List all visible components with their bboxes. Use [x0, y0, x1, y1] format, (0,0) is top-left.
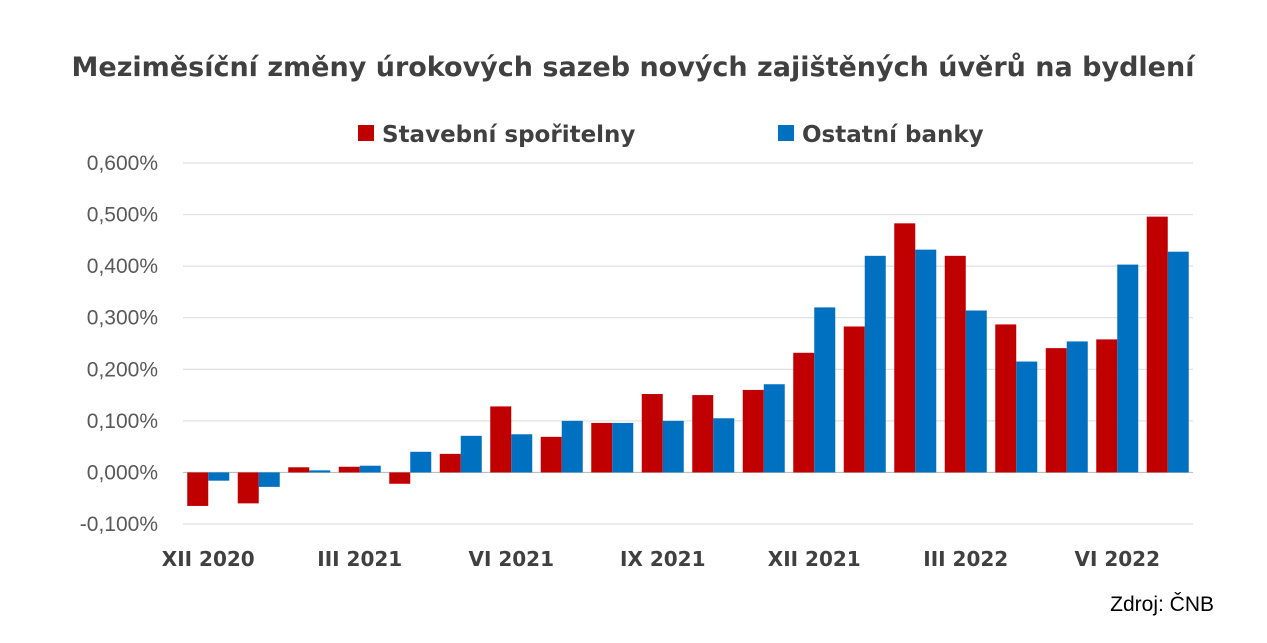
bar-ostatni-banky-12	[814, 307, 836, 473]
chart-title: Meziměsíční změny úrokových sazeb nových…	[72, 52, 1197, 83]
bar-stavebni-sporitelny-4	[389, 472, 411, 484]
x-axis: XII 2020 III 2021 VI 2021 IX 2021 XII 2021 II…	[162, 547, 1160, 571]
bar-ostatni-banky-10	[713, 418, 735, 473]
bar-ostatni-banky-11	[763, 384, 785, 473]
bar-stavebni-sporitelny-13	[843, 326, 865, 473]
y-tick-label: 0,100%	[87, 410, 158, 433]
bar-stavebni-sporitelny-18	[1096, 339, 1118, 473]
legend: Stavební spořitelny Ostatní banky	[358, 122, 984, 148]
bar-stavebni-sporitelny-11	[742, 389, 764, 473]
x-tick-label: VI 2021	[468, 547, 554, 571]
bar-stavebni-sporitelny-12	[793, 352, 815, 473]
legend-label-ostatni-banky: Ostatní banky	[802, 122, 984, 148]
x-tick-label: VI 2022	[1074, 547, 1160, 571]
bar-ostatni-banky-15	[965, 310, 987, 473]
source-note: Zdroj: ČNB	[1110, 593, 1214, 616]
bar-stavebni-sporitelny-8	[591, 422, 613, 473]
bar-stavebni-sporitelny-6	[490, 406, 512, 473]
y-tick-label: 0,300%	[87, 307, 158, 330]
bar-stavebni-sporitelny-7	[540, 436, 562, 473]
y-tick-label: 0,500%	[87, 204, 158, 227]
bar-stavebni-sporitelny-19	[1146, 216, 1168, 473]
x-tick-label: XII 2021	[768, 547, 861, 571]
bar-stavebni-sporitelny-1	[237, 472, 259, 504]
bar-ostatni-banky-19	[1167, 251, 1189, 473]
y-tick-label: 0,000%	[87, 461, 158, 484]
bar-stavebni-sporitelny-15	[944, 255, 966, 473]
bar-ostatni-banky-3	[359, 465, 381, 473]
legend-swatch-ostatni-banky	[778, 125, 794, 141]
bar-ostatni-banky-17	[1066, 341, 1088, 473]
bar-ostatni-banky-4	[410, 451, 432, 473]
bar-stavebni-sporitelny-14	[894, 223, 916, 473]
x-tick-label: III 2021	[317, 547, 402, 571]
bar-ostatni-banky-2	[309, 470, 331, 473]
bar-stavebni-sporitelny-3	[338, 466, 360, 473]
bar-ostatni-banky-9	[662, 420, 684, 473]
x-tick-label: IX 2021	[620, 547, 706, 571]
x-tick-label: III 2022	[923, 547, 1008, 571]
x-tick-label: XII 2020	[162, 547, 255, 571]
y-tick-label: 0,200%	[87, 358, 158, 381]
bar-stavebni-sporitelny-0	[187, 472, 209, 506]
bar-ostatni-banky-8	[612, 422, 634, 473]
bar-ostatni-banky-14	[915, 249, 937, 473]
bar-ostatni-banky-6	[511, 434, 533, 473]
bar-ostatni-banky-1	[258, 472, 280, 487]
bar-ostatni-banky-13	[864, 255, 886, 473]
bar-ostatni-banky-5	[460, 435, 482, 473]
bar-stavebni-sporitelny-2	[288, 467, 310, 473]
bar-ostatni-banky-18	[1117, 264, 1139, 473]
y-tick-label: 0,600%	[87, 152, 158, 175]
bar-stavebni-sporitelny-16	[995, 324, 1017, 473]
bar-ostatni-banky-16	[1016, 361, 1038, 473]
legend-label-stavebni-sporitelny: Stavební spořitelny	[382, 122, 635, 148]
y-tick-label: 0,400%	[87, 255, 158, 278]
y-axis: -0,100% 0,000% 0,100% 0,200% 0,300% 0,400% 0,5…	[80, 152, 158, 536]
bar-ostatni-banky-0	[208, 472, 230, 481]
bar-stavebni-sporitelny-5	[439, 453, 461, 473]
bars	[187, 216, 1189, 506]
legend-swatch-stavebni-sporitelny	[358, 125, 374, 141]
bar-ostatni-banky-7	[561, 420, 583, 473]
bar-stavebni-sporitelny-9	[641, 394, 663, 473]
gridlines	[183, 162, 1193, 525]
bar-stavebni-sporitelny-17	[1045, 348, 1067, 473]
bar-stavebni-sporitelny-10	[692, 395, 714, 473]
y-tick-label: -0,100%	[80, 513, 158, 536]
